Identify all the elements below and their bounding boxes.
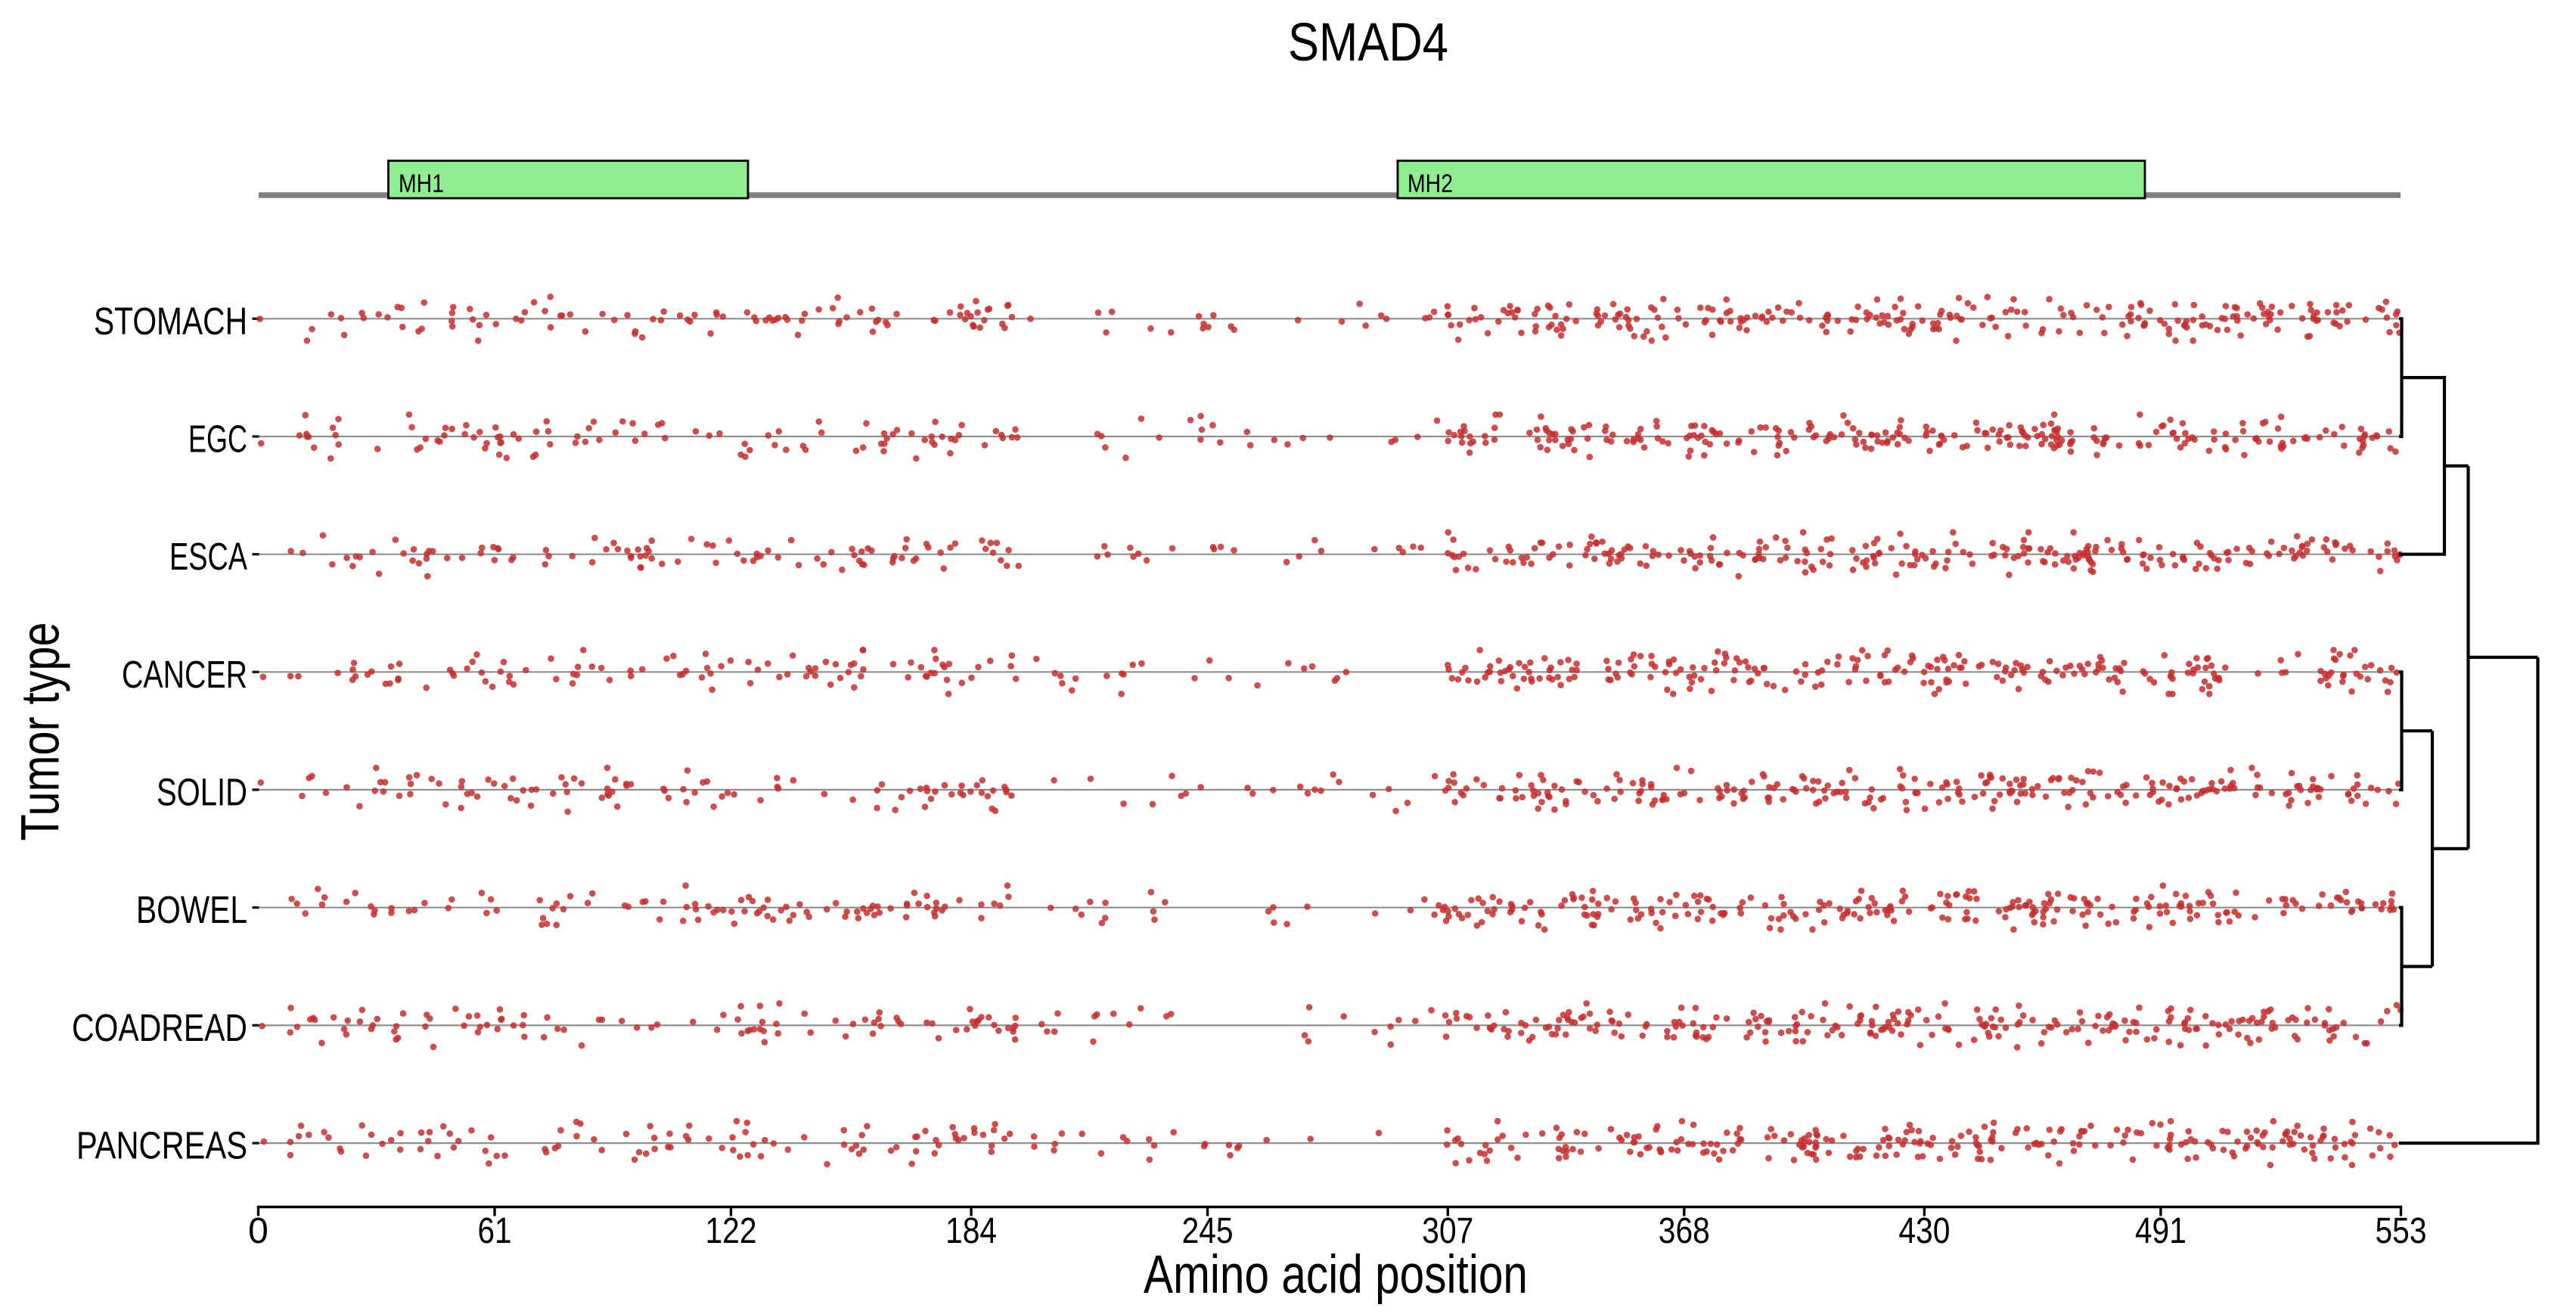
svg-text:Amino acid position: Amino acid position: [1144, 1245, 1528, 1305]
svg-text:COADREAD: COADREAD: [72, 1006, 247, 1049]
svg-text:SOLID: SOLID: [157, 771, 247, 814]
svg-text:368: 368: [1659, 1211, 1710, 1251]
svg-text:553: 553: [2376, 1211, 2427, 1251]
svg-text:307: 307: [1422, 1211, 1473, 1251]
svg-text:PANCREAS: PANCREAS: [76, 1124, 247, 1167]
svg-text:CANCER: CANCER: [122, 653, 247, 696]
svg-text:245: 245: [1182, 1211, 1234, 1251]
svg-text:STOMACH: STOMACH: [94, 300, 247, 343]
svg-text:184: 184: [945, 1211, 997, 1251]
svg-text:122: 122: [706, 1211, 757, 1251]
svg-text:491: 491: [2135, 1211, 2186, 1251]
svg-text:MH1: MH1: [399, 169, 444, 198]
svg-text:EGC: EGC: [188, 418, 247, 461]
svg-text:ESCA: ESCA: [169, 535, 247, 578]
svg-text:61: 61: [478, 1211, 512, 1251]
svg-text:0: 0: [248, 1211, 268, 1251]
svg-text:BOWEL: BOWEL: [136, 888, 247, 931]
svg-text:Tumor type: Tumor type: [11, 623, 71, 841]
svg-text:MH2: MH2: [1407, 169, 1453, 198]
svg-text:SMAD4: SMAD4: [1288, 13, 1448, 73]
svg-text:430: 430: [1898, 1211, 1950, 1251]
